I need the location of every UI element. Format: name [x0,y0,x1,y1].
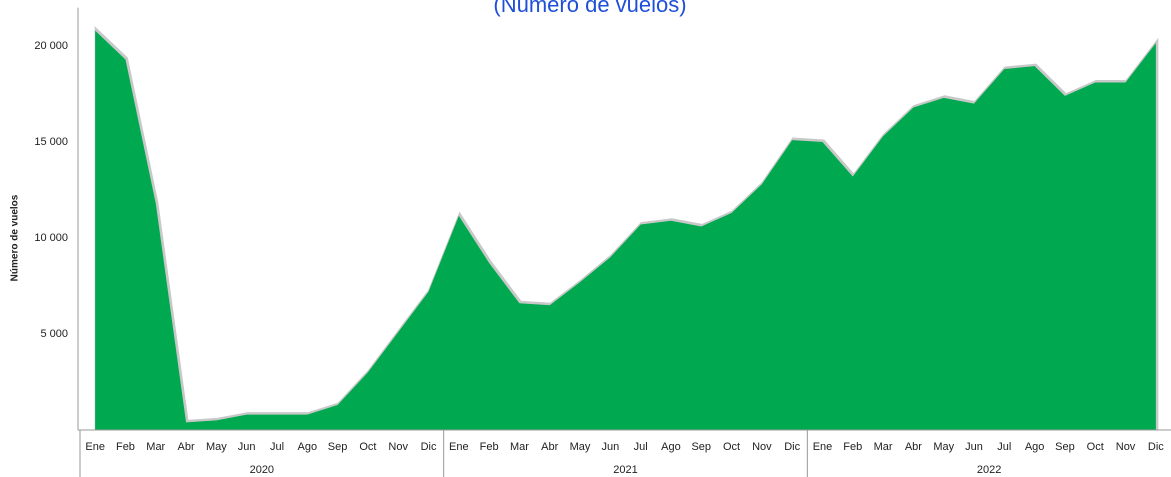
x-tick-label: May [206,441,227,453]
group-label: 2021 [613,464,637,476]
group-label: 2022 [977,464,1001,476]
chart-title: (Número de vuelos) [493,0,686,17]
x-tick-label: Jun [238,441,256,453]
x-tick-label: May [570,441,591,453]
y-tick-label: 5 000 [40,328,68,340]
x-tick-label: Nov [388,441,408,453]
x-tick-label: Nov [1116,441,1136,453]
x-tick-label: Abr [905,441,922,453]
x-tick-label: Oct [1087,441,1104,453]
area [95,30,1156,430]
x-tick-label: Ene [85,441,105,453]
x-tick-label: Mar [146,441,165,453]
x-tick-label: Ago [1025,441,1045,453]
x-tick-label: Feb [843,441,862,453]
x-tick-label: Jul [634,441,648,453]
y-tick-label: 10 000 [34,232,68,244]
x-tick-label: Abr [178,441,195,453]
x-tick-label: Jun [601,441,619,453]
x-tick-label: Oct [723,441,740,453]
x-tick-label: May [933,441,954,453]
x-tick-label: Feb [116,441,135,453]
x-tick-label: Nov [752,441,772,453]
y-tick-label: 20 000 [34,40,68,52]
x-tick-label: Jun [965,441,983,453]
x-tick-label: Mar [874,441,893,453]
x-tick-label: Dic [784,441,800,453]
y-axis-label: Número de vuelos [10,194,21,281]
x-tick-label: Sep [691,441,711,453]
x-tick-label: Ene [449,441,469,453]
x-tick-label: Oct [359,441,376,453]
x-tick-label: Dic [1148,441,1164,453]
y-tick-label: 15 000 [34,136,68,148]
x-tick-label: Abr [541,441,558,453]
x-tick-label: Sep [1055,441,1075,453]
shadow [94,26,1159,431]
x-tick-label: Dic [421,441,437,453]
x-tick-label: Ago [298,441,318,453]
x-tick-label: Jul [270,441,284,453]
x-tick-label: Ene [813,441,833,453]
x-tick-label: Ago [661,441,681,453]
x-tick-label: Jul [997,441,1011,453]
x-tick-label: Mar [510,441,529,453]
group-label: 2020 [250,464,274,476]
x-tick-label: Feb [480,441,499,453]
x-tick-label: Sep [328,441,348,453]
